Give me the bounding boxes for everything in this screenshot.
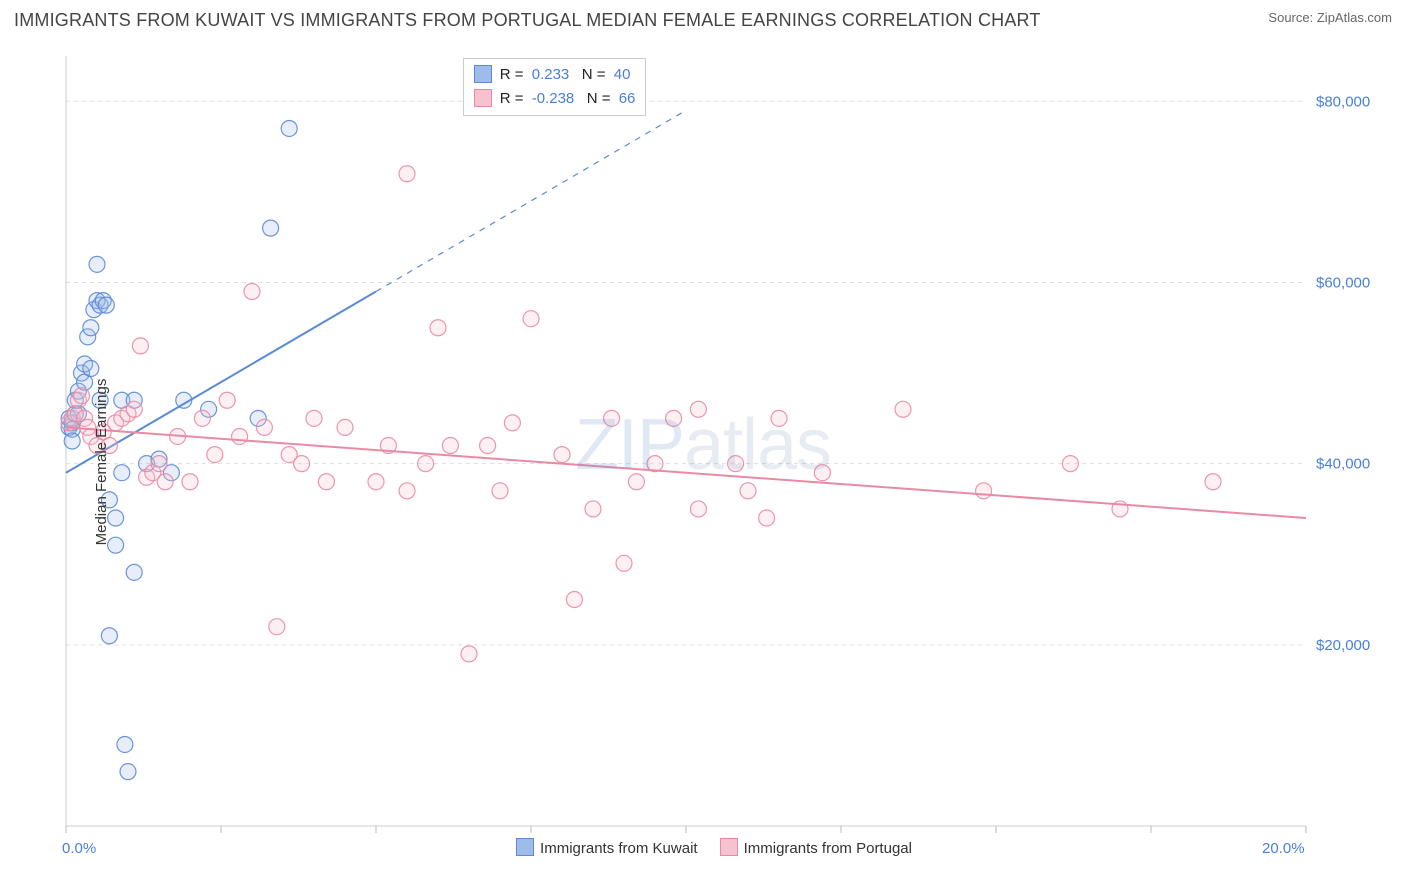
svg-text:$40,000: $40,000 [1316,456,1370,473]
legend-swatch-portugal [720,838,738,856]
corr-r-label-kuwait: R = [500,66,524,83]
svg-text:$60,000: $60,000 [1316,274,1370,291]
svg-text:$80,000: $80,000 [1316,93,1370,110]
corr-n-value-kuwait: 40 [610,66,631,83]
chart-area: Median Female Earnings $20,000 $40,000 $60… [14,42,1392,882]
series-legend: Immigrants from Kuwait Immigrants from Po… [14,838,1392,880]
source-value: ZipAtlas.com [1317,10,1392,25]
svg-text:$20,000: $20,000 [1316,637,1370,654]
corr-row-kuwait: R = 0.233 N = 40 [474,63,636,87]
corr-r-label-portugal: R = [500,90,524,107]
corr-swatch-kuwait [474,65,492,83]
chart-title: IMMIGRANTS FROM KUWAIT VS IMMIGRANTS FRO… [14,10,1041,31]
corr-row-portugal: R = -0.238 N = 66 [474,87,636,111]
y-axis-label: Median Female Earnings [93,379,110,546]
corr-n-label-portugal: N = [587,90,611,107]
corr-r-value-kuwait: 0.233 [528,66,570,83]
legend-label-portugal: Immigrants from Portugal [744,840,912,857]
corr-n-value-portugal: 66 [615,90,636,107]
corr-swatch-portugal [474,89,492,107]
correlation-legend: R = 0.233 N = 40R = -0.238 N = 66 [463,58,647,116]
scatter-plot: $20,000 $40,000 $60,000 $80,000 [14,42,1392,882]
source: Source: ZipAtlas.com [1268,10,1392,25]
legend-label-kuwait: Immigrants from Kuwait [540,840,698,857]
legend-swatch-kuwait [516,838,534,856]
corr-n-label-kuwait: N = [582,66,606,83]
header: IMMIGRANTS FROM KUWAIT VS IMMIGRANTS FRO… [0,0,1406,35]
source-label: Source: [1268,10,1313,25]
corr-r-value-portugal: -0.238 [528,90,575,107]
